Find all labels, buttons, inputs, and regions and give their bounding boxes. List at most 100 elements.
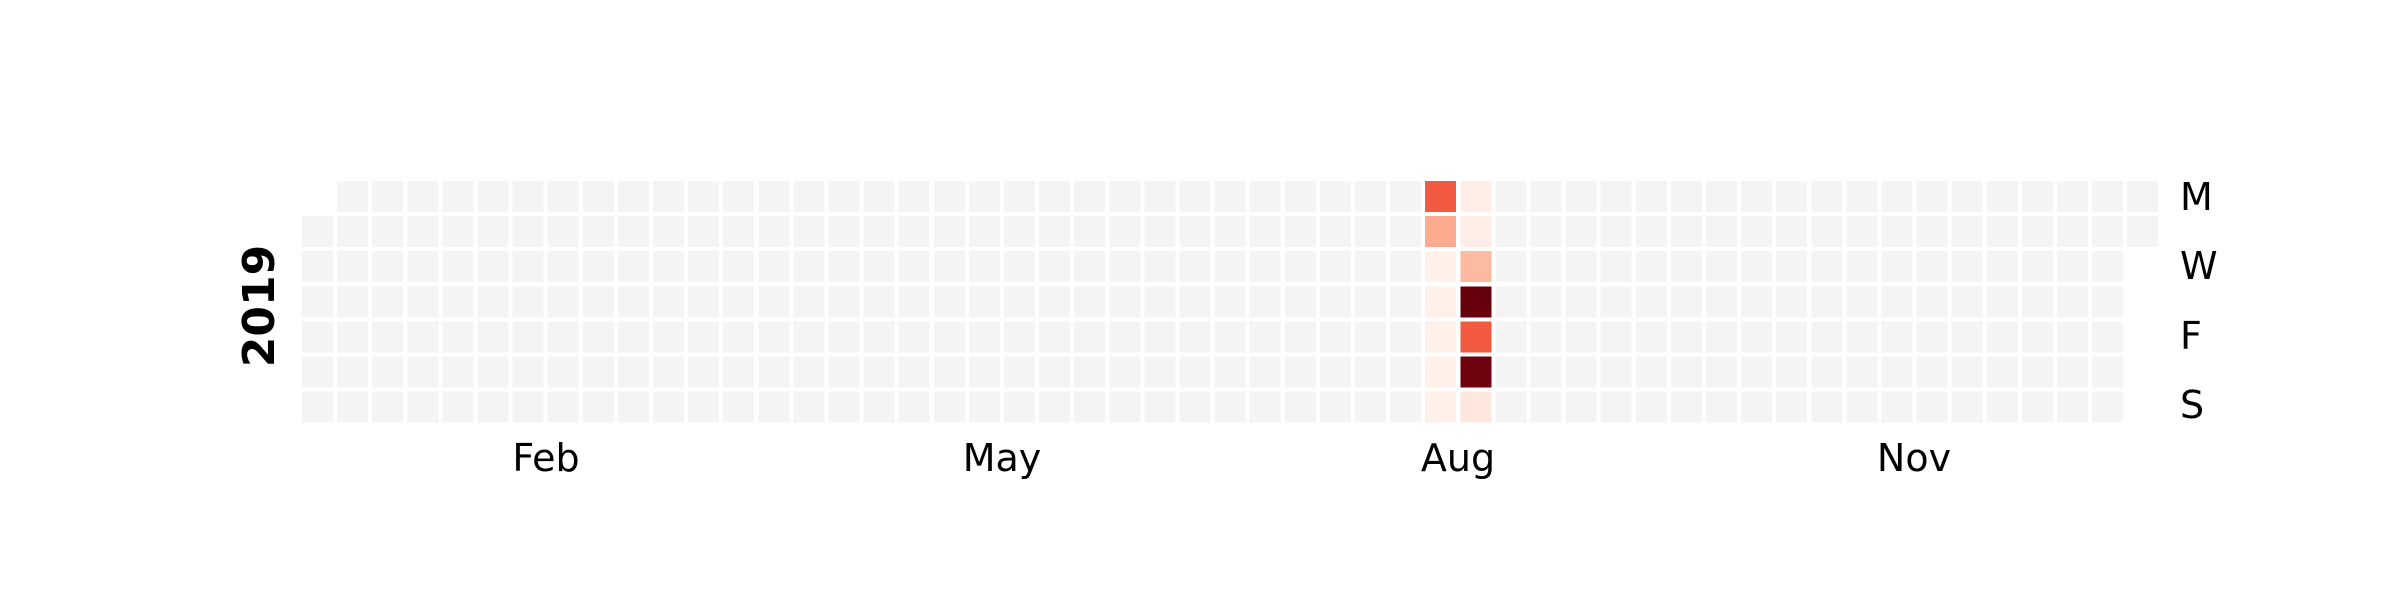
heatmap-cell-empty bbox=[1039, 286, 1071, 318]
heatmap-cell-empty bbox=[1916, 181, 1948, 212]
heatmap-cell-empty bbox=[1951, 251, 1983, 283]
heatmap-cell-empty bbox=[1004, 356, 1035, 388]
heatmap-cell-empty bbox=[302, 356, 333, 388]
heatmap-cell-empty bbox=[863, 216, 895, 248]
heatmap-cell-empty bbox=[1249, 356, 1281, 388]
heatmap-cell-empty bbox=[1600, 391, 1632, 423]
heatmap-cell-empty bbox=[1390, 216, 1422, 248]
heatmap-cell-empty bbox=[1355, 251, 1386, 283]
heatmap-cell-empty bbox=[723, 321, 755, 353]
heatmap-cell-empty bbox=[442, 251, 474, 283]
heatmap-cell-empty bbox=[1670, 391, 1702, 423]
heatmap-cell-empty bbox=[477, 216, 509, 248]
heatmap-cell-empty bbox=[2057, 356, 2088, 388]
heatmap-cell-empty bbox=[968, 356, 1000, 388]
heatmap-cell-empty bbox=[1319, 391, 1351, 423]
heatmap-cell-empty bbox=[1881, 181, 1913, 212]
heatmap-cell-empty bbox=[828, 251, 860, 283]
heatmap-cell-empty bbox=[1355, 286, 1386, 318]
heatmap-cell-empty bbox=[337, 356, 369, 388]
heatmap-cell-empty bbox=[512, 321, 544, 353]
heatmap-cell-empty bbox=[547, 321, 579, 353]
heatmap-cell-empty bbox=[1565, 216, 1597, 248]
heatmap-cell bbox=[1460, 321, 1492, 353]
heatmap-cell-empty bbox=[1776, 181, 1808, 212]
heatmap-cell-empty bbox=[407, 321, 439, 353]
heatmap-cell-empty bbox=[2021, 391, 2053, 423]
heatmap-cell-empty bbox=[1846, 216, 1878, 248]
heatmap-cell-empty bbox=[442, 216, 474, 248]
heatmap-cell-empty bbox=[1214, 391, 1246, 423]
heatmap-cell bbox=[1425, 356, 1457, 388]
heatmap-cell-empty bbox=[1039, 216, 1071, 248]
heatmap-cell-empty bbox=[512, 216, 544, 248]
heatmap-cell-empty bbox=[1284, 286, 1316, 318]
heatmap-cell-empty bbox=[1635, 286, 1667, 318]
heatmap-cell-empty bbox=[1600, 356, 1632, 388]
heatmap-cell-empty bbox=[828, 216, 860, 248]
heatmap-cell-empty bbox=[1179, 286, 1211, 318]
heatmap-cell-empty bbox=[477, 286, 509, 318]
heatmap-cell-empty bbox=[1951, 356, 1983, 388]
heatmap-cell-empty bbox=[1741, 251, 1773, 283]
heatmap-cell-empty bbox=[337, 391, 369, 423]
heatmap-cell-empty bbox=[512, 181, 544, 212]
heatmap-cell-empty bbox=[1951, 216, 1983, 248]
heatmap-cell-empty bbox=[1179, 251, 1211, 283]
heatmap-cell-empty bbox=[1109, 181, 1141, 212]
heatmap-cell-empty bbox=[2057, 216, 2088, 248]
heatmap-cell-empty bbox=[898, 321, 930, 353]
heatmap-cell bbox=[1460, 181, 1492, 212]
heatmap-cell-empty bbox=[512, 251, 544, 283]
heatmap-cell-empty bbox=[828, 356, 860, 388]
heatmap-cell-empty bbox=[1039, 356, 1071, 388]
heatmap-cell-empty bbox=[1986, 286, 2018, 318]
heatmap-cell-empty bbox=[1144, 321, 1176, 353]
heatmap-cell-empty bbox=[302, 286, 333, 318]
heatmap-cell-empty bbox=[2057, 321, 2088, 353]
heatmap-cell-empty bbox=[2127, 181, 2159, 212]
heatmap-cell-empty bbox=[1565, 286, 1597, 318]
heatmap-cell-empty bbox=[302, 391, 333, 423]
heatmap-cell-empty bbox=[2092, 251, 2124, 283]
heatmap-cell-empty bbox=[1811, 251, 1843, 283]
heatmap-cell-empty bbox=[1319, 216, 1351, 248]
heatmap-cell-empty bbox=[1846, 181, 1878, 212]
heatmap-cell-empty bbox=[688, 321, 720, 353]
heatmap-cell-empty bbox=[302, 251, 333, 283]
heatmap-cell-empty bbox=[1706, 251, 1737, 283]
month-label-nov: Nov bbox=[1877, 436, 1951, 480]
heatmap-cell-empty bbox=[1741, 286, 1773, 318]
heatmap-cell-empty bbox=[933, 391, 965, 423]
month-labels: Feb May Aug Nov bbox=[512, 436, 1951, 480]
heatmap-cell-empty bbox=[1074, 216, 1106, 248]
heatmap-cell-empty bbox=[758, 321, 790, 353]
heatmap-cell-empty bbox=[407, 216, 439, 248]
heatmap-cell-empty bbox=[1881, 321, 1913, 353]
heatmap-cell-empty bbox=[723, 181, 755, 212]
heatmap-cell-empty bbox=[477, 321, 509, 353]
heatmap-cell-empty bbox=[337, 251, 369, 283]
heatmap-cell-empty bbox=[1881, 286, 1913, 318]
heatmap-cell-empty bbox=[793, 321, 825, 353]
weekday-labels: M W F S bbox=[2180, 175, 2218, 427]
heatmap-cell-empty bbox=[617, 321, 649, 353]
heatmap-cell-empty bbox=[1109, 391, 1141, 423]
heatmap-cell-empty bbox=[1916, 216, 1948, 248]
heatmap-cell-empty bbox=[898, 216, 930, 248]
heatmap-cell-empty bbox=[1916, 286, 1948, 318]
heatmap-cell-empty bbox=[653, 286, 684, 318]
heatmap-cell-empty bbox=[1951, 286, 1983, 318]
heatmap-cell-empty bbox=[1846, 391, 1878, 423]
heatmap-cell-empty bbox=[1319, 251, 1351, 283]
heatmap-cell-empty bbox=[1670, 321, 1702, 353]
heatmap-cell-empty bbox=[2092, 356, 2124, 388]
heatmap-cell-empty bbox=[442, 391, 474, 423]
heatmap-cell-empty bbox=[1390, 181, 1422, 212]
heatmap-cell-empty bbox=[828, 286, 860, 318]
heatmap-cell-empty bbox=[933, 321, 965, 353]
heatmap-cell-empty bbox=[898, 251, 930, 283]
heatmap-cell-empty bbox=[1951, 181, 1983, 212]
heatmap-cell-empty bbox=[1741, 321, 1773, 353]
heatmap-cell-empty bbox=[1776, 251, 1808, 283]
